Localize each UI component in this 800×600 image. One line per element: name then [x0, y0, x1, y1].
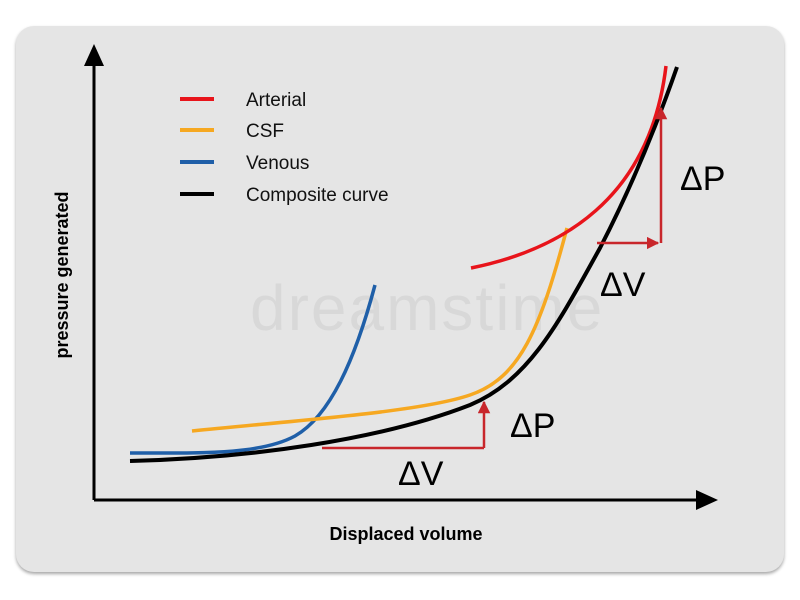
y-axis-arrow — [84, 44, 104, 66]
composite-curve — [129, 66, 679, 463]
lower-delta-annotation: ΔP ΔV — [322, 400, 555, 493]
y-axis-label: pressure generated — [52, 191, 72, 358]
legend-label-venous: Venous — [246, 153, 309, 174]
csf-curve — [191, 227, 569, 433]
upper-delta-v-label: ΔV — [600, 266, 646, 304]
legend-label-composite: Composite curve — [246, 185, 389, 206]
lower-delta-v-label: ΔV — [398, 455, 444, 493]
legend-label-arterial: Arterial — [246, 90, 306, 111]
venous-curve — [129, 284, 377, 455]
x-axis-arrow — [696, 490, 718, 510]
lower-delta-p-label: ΔP — [510, 407, 555, 445]
upper-delta-annotation: ΔP ΔV — [597, 106, 725, 304]
legend-label-csf: CSF — [246, 121, 284, 142]
upper-delta-p-label: ΔP — [680, 160, 725, 198]
x-axis-label: Displaced volume — [329, 524, 482, 544]
legend: Arterial CSF Venous Composite curve — [180, 90, 389, 206]
